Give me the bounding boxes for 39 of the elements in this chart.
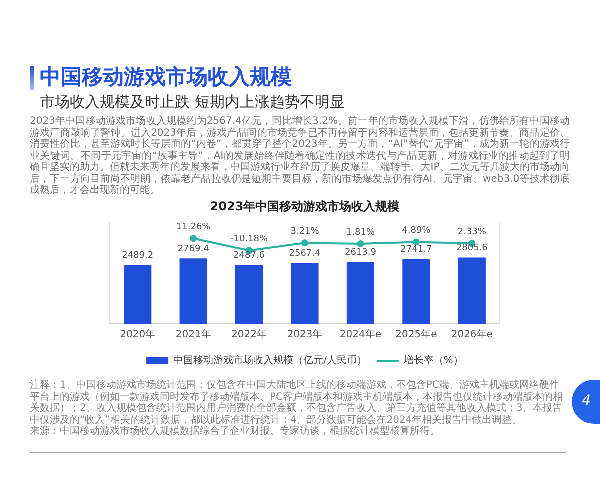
- data-label: 11.26%: [176, 222, 212, 232]
- bar: [346, 262, 375, 324]
- point: [190, 235, 198, 242]
- text: 市场收入规模及时止跌 短期内上涨趋势不明显: [40, 93, 345, 112]
- legend-label: 增长率（%）: [402, 354, 464, 367]
- x-tick-label: 2026年e: [451, 328, 493, 341]
- point: [357, 240, 364, 248]
- data-label: 2567.4: [289, 249, 322, 260]
- x-tick-label: 2021年: [176, 328, 212, 341]
- x-tick-label: 2025年e: [396, 328, 438, 341]
- data-label: 3.21%: [290, 227, 320, 238]
- bar: [402, 259, 430, 324]
- x-tick-label: 2024年e: [340, 328, 382, 341]
- text: 2023年中国移动游戏市场收入规模约为2567.4亿元，同比增长3.2%。前一年的市场收入规模下滑，仿佛给所有中国移动游戏厂商敲响了警钟。进入2023年后，游戏产品间的市场竞争已不再停留于内容和运营层面，包括更新节奏、商品定价、消费性价比，甚至游戏时长等层面的“内卷”，都贯穿了整个2023年。另一方面，“AI”替代“元宇宙”，成为新一轮的游戏行业关键词。不同于元宇宙的“故事主导”，AI的发展始终伴随着确定性的技术迭代与产品更新，对游戏行业的推动起到了明确且坚实的助力。但就未来两年的发展来看，中国游戏行业在经历了换皮爆量、端转手、大IP、二次元等几波大的市场动向后，下一方向目前尚不明朗，依靠老产品拉收仍是短期主要目标，新的市场爆发点仍有待AI、元宇宙、web3.0等技术彻底成熟后，才会出现新的可能。: [30, 116, 570, 196]
- data-label: 2489.2: [122, 251, 154, 262]
- page-tab: 4: [572, 380, 600, 424]
- point: [302, 240, 308, 247]
- bar: [180, 258, 208, 324]
- chart-title: 2023年中国移动游戏市场收入规模: [210, 199, 400, 214]
- bar: [124, 265, 152, 324]
- source-note: 来源：中国移动游戏市场收入规模数据综合了企业财报、专家访谈，根据统计模型核算所得。: [30, 426, 441, 438]
- x-tick-label: 2022年: [232, 328, 268, 341]
- data-label: 2.33%: [458, 228, 487, 238]
- bar: [235, 265, 264, 324]
- data-label: 2805.6: [456, 244, 488, 254]
- text: 注释：1、中国移动游戏市场统计范围：仅包含在中国大陆地区上线的移动端游戏，不包含PC端、游戏主机端或网络硬件平台上的游戏（例如一款游戏同时发布了移动端版本、PC客户端版本和游戏主机端版本，本报告也仅统计移动端版本的相关数据）；2、收入规模包含统计范围内用户消费的全部金额，不包含广告收入、第三方充值等其他收入模式；3、本报告中仅涉及的“收入”相关的统计数据，都以此标准进行统计；4、部分数据可能会在2024年相关报告中做出调整。: [30, 380, 564, 426]
- data-label: 2613.9: [344, 248, 377, 258]
- x-tick-label: 2023年: [287, 328, 323, 341]
- text: 中国移动游戏市场收入规模: [40, 64, 292, 91]
- data-label: 2741.7: [400, 245, 432, 256]
- legend-label: 中国移动游戏市场收入规模（亿元/人民币）: [174, 354, 367, 367]
- bar: [458, 258, 486, 324]
- bar: [291, 263, 319, 324]
- data-label: 2769.4: [178, 244, 210, 254]
- data-label: 2487.6: [234, 251, 266, 262]
- data-label: 4.89%: [402, 226, 432, 236]
- x-tick-label: 2020年: [120, 328, 156, 341]
- data-label: 1.81%: [346, 228, 376, 238]
- data-label: -10.18%: [230, 234, 269, 245]
